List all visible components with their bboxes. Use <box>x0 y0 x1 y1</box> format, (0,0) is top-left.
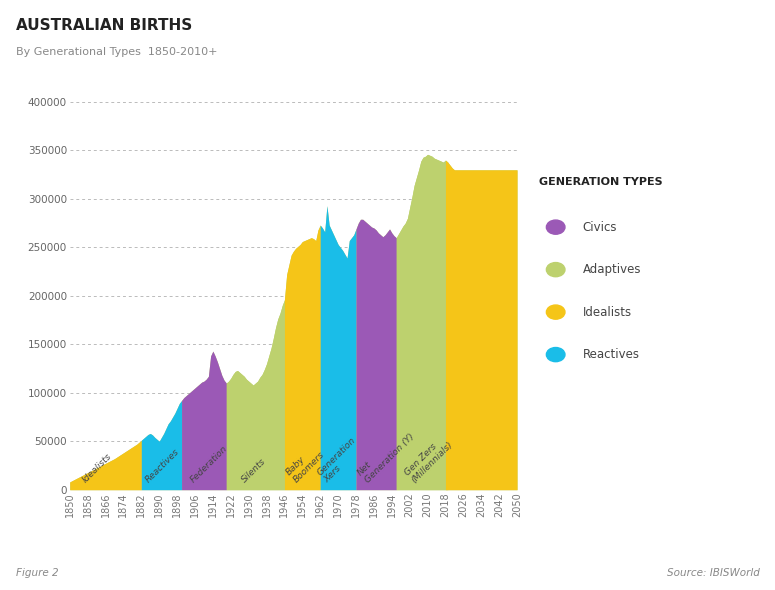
Text: By Generational Types  1850-2010+: By Generational Types 1850-2010+ <box>16 47 217 57</box>
Text: Source: IBISWorld: Source: IBISWorld <box>666 568 760 578</box>
Text: Idealists: Idealists <box>81 452 114 485</box>
Text: Adaptives: Adaptives <box>583 263 641 276</box>
Text: GENERATION TYPES: GENERATION TYPES <box>539 177 663 187</box>
Text: Civics: Civics <box>583 221 618 234</box>
Text: Reactives: Reactives <box>144 447 181 485</box>
Text: Baby
Boomers: Baby Boomers <box>284 443 326 485</box>
Text: AUSTRALIAN BIRTHS: AUSTRALIAN BIRTHS <box>16 18 191 32</box>
Text: Silents: Silents <box>240 457 268 485</box>
Text: Idealists: Idealists <box>583 306 632 319</box>
Text: Figure 2: Figure 2 <box>16 568 58 578</box>
Text: Federation: Federation <box>188 444 229 485</box>
Text: Generation
Xers: Generation Xers <box>315 435 365 485</box>
Text: Net
Generation (Y): Net Generation (Y) <box>356 425 416 485</box>
Text: Gen Zers
(Millennials): Gen Zers (Millennials) <box>403 432 455 485</box>
Text: Reactives: Reactives <box>583 348 640 361</box>
